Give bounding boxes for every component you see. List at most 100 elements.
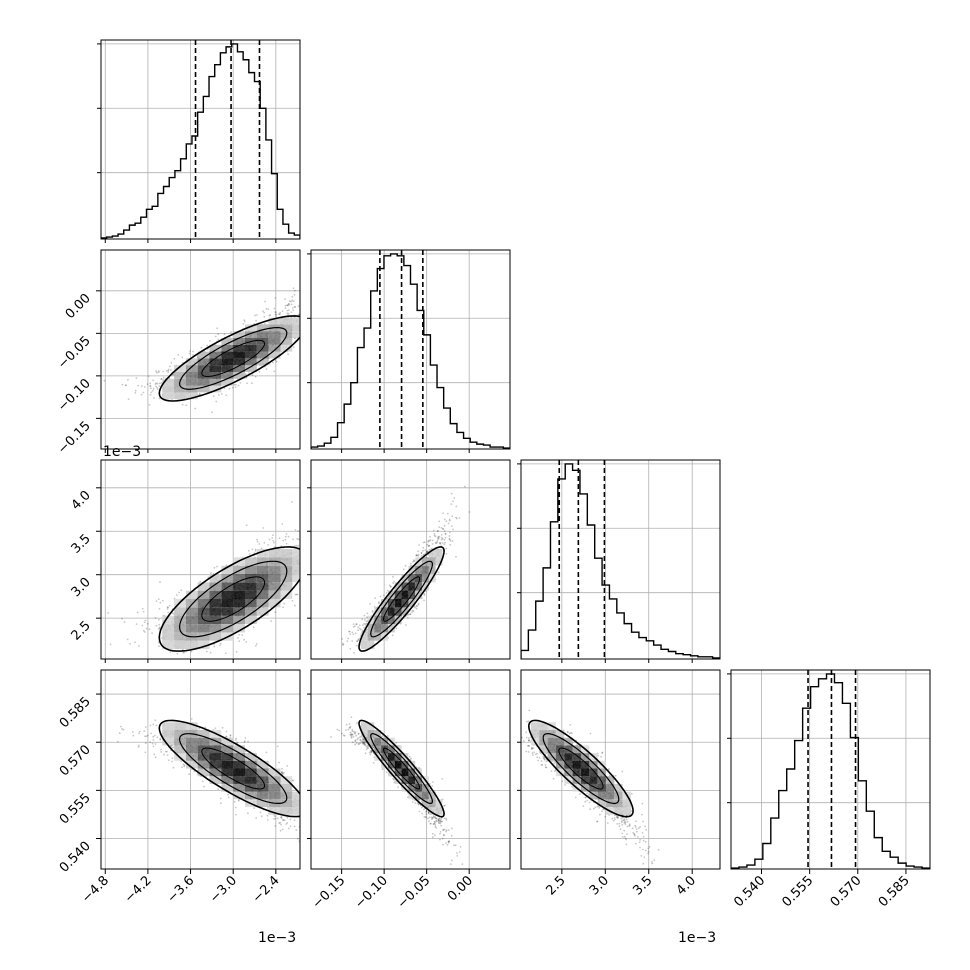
sample-point <box>292 538 294 541</box>
density-cell <box>233 624 245 633</box>
sample-point <box>313 295 315 297</box>
sample-point <box>445 520 448 523</box>
density-cell <box>233 599 245 608</box>
sample-point <box>436 530 439 533</box>
density-cell <box>245 365 257 372</box>
scatter-panel-1-0 <box>101 250 321 449</box>
density-cell <box>401 590 409 599</box>
sample-point <box>348 630 350 633</box>
density-cell <box>256 331 269 338</box>
sample-point <box>230 331 232 334</box>
histogram-step <box>311 253 510 449</box>
density-cell <box>292 565 300 574</box>
sample-point <box>342 642 344 645</box>
sample-point <box>137 384 140 387</box>
sample-point <box>206 348 209 351</box>
sample-point <box>449 539 452 542</box>
sample-point <box>291 307 294 309</box>
density-cell <box>268 344 281 352</box>
sample-point <box>303 302 305 304</box>
sample-point <box>304 535 306 537</box>
sample-point <box>302 850 304 852</box>
sample-point <box>286 822 289 824</box>
sample-point <box>453 497 456 499</box>
density-cell <box>209 624 222 633</box>
sample-point <box>159 601 162 604</box>
sample-point <box>159 581 161 583</box>
sample-point <box>272 534 274 536</box>
sample-point <box>391 634 394 637</box>
sample-point <box>152 739 155 741</box>
sample-point <box>444 536 447 539</box>
sample-point <box>157 388 159 390</box>
sample-point <box>224 652 227 655</box>
sample-point <box>212 395 215 398</box>
sample-point <box>347 637 350 640</box>
sample-point <box>455 505 458 508</box>
sample-point <box>302 538 304 540</box>
sample-point <box>210 572 212 574</box>
sample-point <box>183 651 186 654</box>
sample-point <box>415 605 418 608</box>
sample-point <box>393 580 395 583</box>
density-cell <box>268 331 281 338</box>
density-cell <box>162 385 174 393</box>
sample-point <box>166 608 169 610</box>
sample-point <box>234 386 237 388</box>
sample-point <box>448 531 451 534</box>
sample-point <box>181 356 184 359</box>
sample-point <box>319 295 321 297</box>
sample-point <box>308 561 310 563</box>
sample-point <box>293 825 296 828</box>
sample-point <box>287 353 289 356</box>
sample-point <box>352 623 355 625</box>
sample-point <box>353 652 355 654</box>
panel-content <box>107 501 310 655</box>
density-cell <box>280 549 293 558</box>
sample-point <box>358 627 361 630</box>
sample-point <box>407 616 409 619</box>
density-cell <box>174 385 186 393</box>
density-cell <box>268 582 281 591</box>
sample-point <box>423 593 426 595</box>
sample-point <box>436 541 439 544</box>
density-cell <box>388 615 395 624</box>
density-cell <box>245 331 257 338</box>
density-cell <box>209 607 222 616</box>
sample-point <box>158 623 161 626</box>
sample-point <box>314 293 316 295</box>
sample-point <box>313 844 315 846</box>
sample-point <box>308 283 310 285</box>
sample-point <box>312 323 314 325</box>
sample-point <box>455 555 457 558</box>
sample-point <box>237 384 240 387</box>
sample-point <box>259 811 262 814</box>
sample-point <box>167 371 170 373</box>
sample-point <box>255 643 258 645</box>
sample-point <box>167 606 170 609</box>
density-cell <box>209 385 222 393</box>
sample-point <box>284 307 287 310</box>
density-cell <box>280 338 293 345</box>
density-cell <box>408 574 416 583</box>
sample-point <box>134 641 136 644</box>
sample-point <box>315 312 317 314</box>
sample-point <box>241 634 244 636</box>
sample-point <box>167 368 170 371</box>
density-cell <box>185 372 198 379</box>
sample-point <box>267 308 270 310</box>
density-cell <box>174 392 186 400</box>
sample-point <box>444 532 447 535</box>
sample-point <box>377 602 380 605</box>
sample-point <box>142 629 145 632</box>
sample-point <box>366 616 368 618</box>
density-cell <box>394 615 402 624</box>
sample-point <box>141 385 143 387</box>
sample-point <box>127 378 129 381</box>
sample-point <box>436 529 439 532</box>
density-cell <box>292 549 300 558</box>
density-cell <box>408 565 416 574</box>
sample-point <box>150 387 152 390</box>
sample-point <box>450 503 453 505</box>
sample-point <box>244 737 247 739</box>
